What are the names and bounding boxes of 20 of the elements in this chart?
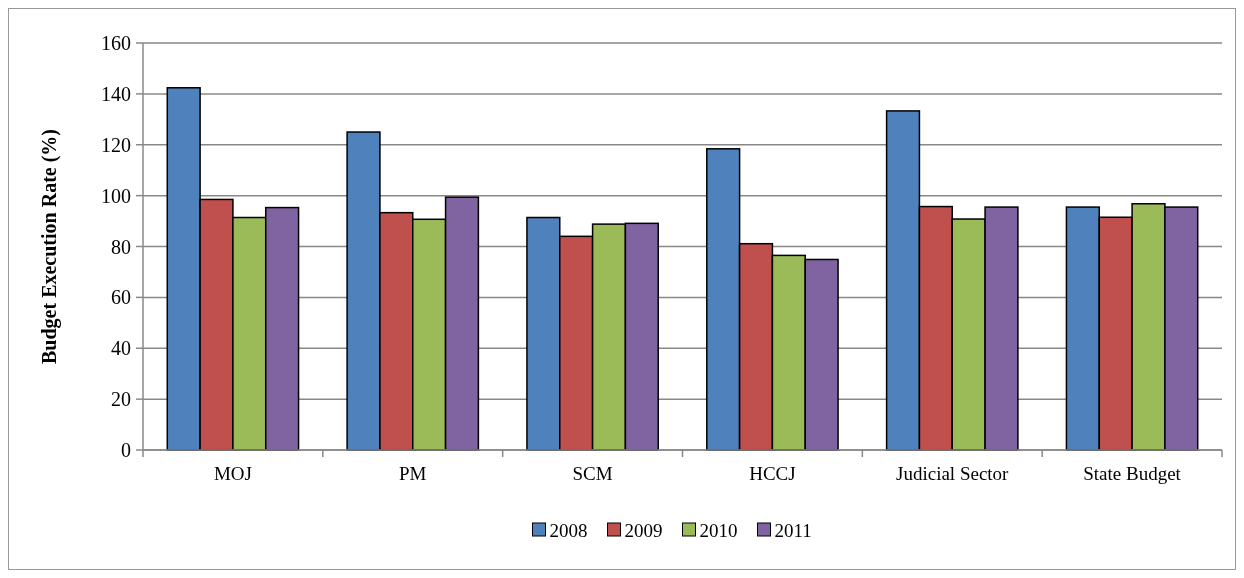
y-tick-label: 40 <box>111 337 131 360</box>
x-tick-label: SCM <box>572 463 613 484</box>
x-tick-label: Judicial Sector <box>896 463 1010 484</box>
y-tick-label: 20 <box>111 388 131 411</box>
y-tick-label: 120 <box>101 133 131 156</box>
x-tick-label: MOJ <box>213 463 252 484</box>
legend-label: 2010 <box>699 519 738 541</box>
y-tick-label: 160 <box>101 32 131 54</box>
y-axis-title: Budget Execution Rate (%) <box>38 129 61 364</box>
y-tick-label: 0 <box>121 439 131 461</box>
legend-label: 2009 <box>624 519 663 541</box>
x-tick-label: HCCJ <box>749 463 796 484</box>
legend-label: 2008 <box>549 519 588 541</box>
y-tick-label: 100 <box>101 184 131 207</box>
legend-label: 2011 <box>774 519 812 541</box>
x-tick-label: State Budget <box>1083 463 1182 484</box>
y-tick-label: 80 <box>111 235 131 258</box>
y-tick-label: 140 <box>101 82 131 105</box>
x-tick-label: PM <box>399 463 427 484</box>
y-tick-label: 60 <box>111 286 131 309</box>
